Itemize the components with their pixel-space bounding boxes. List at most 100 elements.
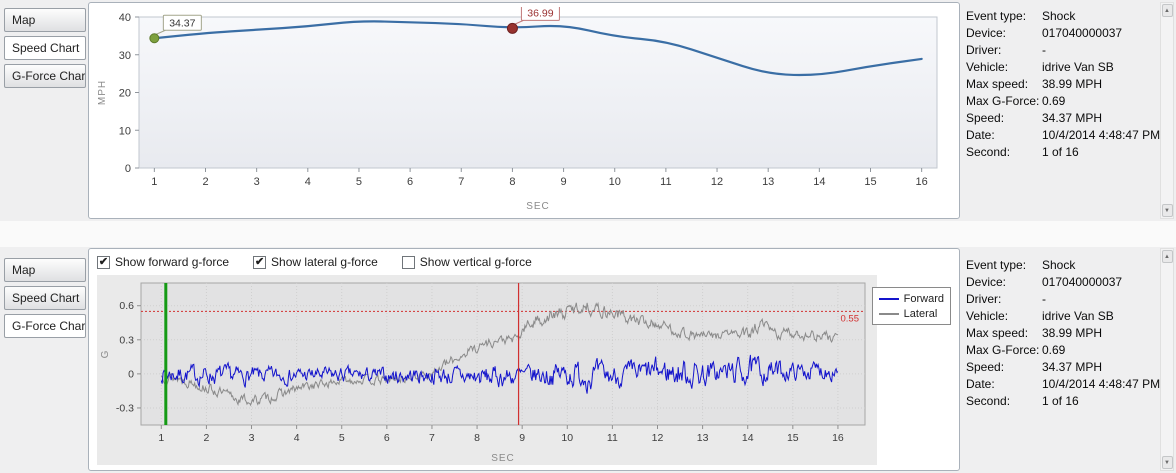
legend-item-lateral: Lateral: [878, 306, 944, 321]
info-label: Speed:: [966, 360, 1005, 374]
info-label: Max G-Force:: [966, 343, 1040, 357]
info-label: Vehicle:: [966, 309, 1009, 323]
scrollbar-track[interactable]: [1162, 17, 1173, 204]
svg-text:4: 4: [305, 176, 311, 188]
svg-text:9: 9: [519, 432, 525, 444]
legend-label: Lateral: [903, 307, 938, 320]
svg-text:0: 0: [125, 163, 131, 175]
info-row-max-g-force: Max G-Force: 0.69: [966, 342, 1158, 359]
svg-text:2: 2: [202, 176, 208, 188]
scroll-down-button[interactable]: ▼: [1161, 204, 1173, 217]
svg-text:36.99: 36.99: [527, 7, 553, 19]
svg-text:11: 11: [607, 432, 618, 444]
tab-g-force-chart[interactable]: G-Force Chart: [4, 64, 86, 88]
svg-text:34.37: 34.37: [169, 17, 195, 29]
svg-text:9: 9: [561, 176, 567, 188]
series-lateral: [160, 301, 839, 407]
info-value: idrive Van SB: [1042, 309, 1114, 323]
svg-text:5: 5: [356, 176, 362, 188]
info-value: 38.99 MPH: [1042, 326, 1103, 340]
svg-text:7: 7: [458, 176, 464, 188]
checkbox-show-lateral-g-force[interactable]: ✔ Show lateral g-force: [253, 255, 378, 269]
speed-chart-card: 0 10 20 30 40 1 2 3 4 5 6 7 8 9 10 11 12 13 14 15 16 SEC MPH 34…: [88, 2, 960, 219]
info-row-vehicle: Vehicle: idrive Van SB: [966, 59, 1158, 76]
svg-text:30: 30: [119, 50, 131, 62]
legend-line-sample: [878, 312, 899, 315]
svg-text:13: 13: [697, 432, 709, 444]
scroll-down-icon: ▼: [1164, 207, 1170, 214]
tab-g-force-chart[interactable]: G-Force Chart: [4, 314, 86, 338]
info-label: Event type:: [966, 258, 1027, 272]
info-scrollbar-bottom[interactable]: ▲ ▼: [1160, 248, 1174, 471]
tab-speed-chart[interactable]: Speed Chart: [4, 36, 86, 60]
scroll-down-button[interactable]: ▼: [1161, 456, 1173, 469]
checkbox-show-forward-g-force[interactable]: ✔ Show forward g-force: [97, 255, 229, 269]
info-label: Max G-Force:: [966, 94, 1040, 108]
scroll-up-button[interactable]: ▲: [1161, 4, 1173, 17]
info-label: Vehicle:: [966, 60, 1009, 74]
info-value: 017040000037: [1042, 275, 1123, 289]
info-row-second: Second: 1 of 16: [966, 393, 1158, 410]
info-value: -: [1042, 43, 1046, 57]
svg-text:8: 8: [474, 432, 480, 444]
checkbox-show-vertical-g-force[interactable]: Show vertical g-force: [401, 255, 532, 269]
svg-text:10: 10: [119, 125, 131, 137]
svg-text:13: 13: [762, 176, 774, 188]
gforce-chart[interactable]: 0.551 2 3 4 5 6 7 8 9 10 11 12 13 14 15 16-0.300.30.6SE…: [97, 275, 877, 465]
svg-text:14: 14: [813, 176, 825, 188]
svg-text:6: 6: [384, 432, 390, 444]
svg-text:15: 15: [787, 432, 799, 444]
svg-text:G: G: [100, 350, 111, 359]
checkbox-label: Show forward g-force: [115, 255, 230, 269]
svg-text:14: 14: [742, 432, 754, 444]
info-label: Driver:: [966, 43, 1002, 57]
svg-text:10: 10: [609, 176, 621, 188]
info-row-vehicle: Vehicle: idrive Van SB: [966, 308, 1158, 325]
info-row-max-speed: Max speed: 38.99 MPH: [966, 325, 1158, 342]
checkbox-box: ✔: [253, 255, 267, 269]
scroll-up-button[interactable]: ▲: [1161, 250, 1173, 263]
section-divider: [0, 221, 1176, 247]
svg-text:-0.3: -0.3: [116, 402, 134, 414]
tab-map[interactable]: Map: [4, 258, 86, 282]
svg-text:11: 11: [660, 176, 671, 188]
scroll-up-icon: ▲: [1164, 7, 1170, 14]
svg-text:6: 6: [407, 176, 413, 188]
svg-text:SEC: SEC: [491, 453, 515, 464]
checkbox-box: [401, 255, 415, 269]
svg-text:7: 7: [429, 432, 435, 444]
svg-text:15: 15: [864, 176, 876, 188]
info-row-device: Device: 017040000037: [966, 25, 1158, 42]
start-marker: [149, 33, 160, 44]
info-row-max-speed: Max speed: 38.99 MPH: [966, 76, 1158, 93]
info-row-event-type: Event type: Shock: [966, 257, 1158, 274]
svg-text:3: 3: [249, 432, 255, 444]
legend-label: Forward: [903, 292, 944, 305]
info-label: Second:: [966, 394, 1011, 408]
info-label: Device:: [966, 275, 1007, 289]
info-row-driver: Driver: -: [966, 42, 1158, 59]
tab-speed-chart[interactable]: Speed Chart: [4, 286, 86, 310]
info-label: Max speed:: [966, 77, 1029, 91]
info-label: Second:: [966, 145, 1011, 159]
info-row-speed: Speed: 34.37 MPH: [966, 110, 1158, 127]
top-tab-list: Map Speed Chart G-Force Chart: [4, 8, 86, 92]
info-scrollbar-top[interactable]: ▲ ▼: [1160, 2, 1174, 219]
info-value: 10/4/2014 4:48:47 PM: [1042, 128, 1161, 142]
gforce-checkbox-row: ✔ Show forward g-force ✔ Show lateral g-for…: [97, 253, 532, 271]
info-value: 1 of 16: [1042, 394, 1079, 408]
info-row-event-type: Event type: Shock: [966, 8, 1158, 25]
svg-text:16: 16: [832, 432, 844, 444]
svg-text:0: 0: [128, 368, 134, 380]
scrollbar-track[interactable]: [1162, 263, 1173, 456]
bottom-tab-list: Map Speed Chart G-Force Chart: [4, 258, 86, 342]
info-row-driver: Driver: -: [966, 291, 1158, 308]
info-row-speed: Speed: 34.37 MPH: [966, 359, 1158, 376]
info-value: Shock: [1042, 9, 1076, 23]
tab-map[interactable]: Map: [4, 8, 86, 32]
svg-text:12: 12: [652, 432, 664, 444]
info-value: 0.69: [1042, 94, 1066, 108]
info-value: 0.69: [1042, 343, 1066, 357]
info-value: 38.99 MPH: [1042, 77, 1103, 91]
